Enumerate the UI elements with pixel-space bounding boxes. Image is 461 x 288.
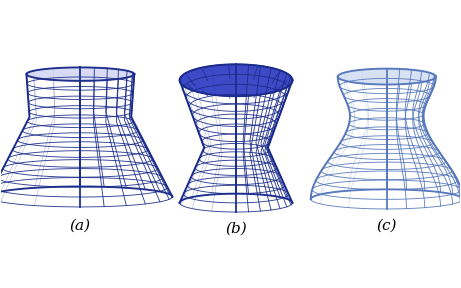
- Text: (a): (a): [70, 219, 91, 233]
- Polygon shape: [311, 77, 461, 199]
- Text: (c): (c): [377, 219, 397, 233]
- Polygon shape: [26, 67, 134, 81]
- Polygon shape: [0, 74, 172, 197]
- Polygon shape: [180, 80, 292, 203]
- Text: (b): (b): [225, 221, 247, 235]
- Polygon shape: [338, 69, 436, 85]
- Polygon shape: [180, 64, 292, 96]
